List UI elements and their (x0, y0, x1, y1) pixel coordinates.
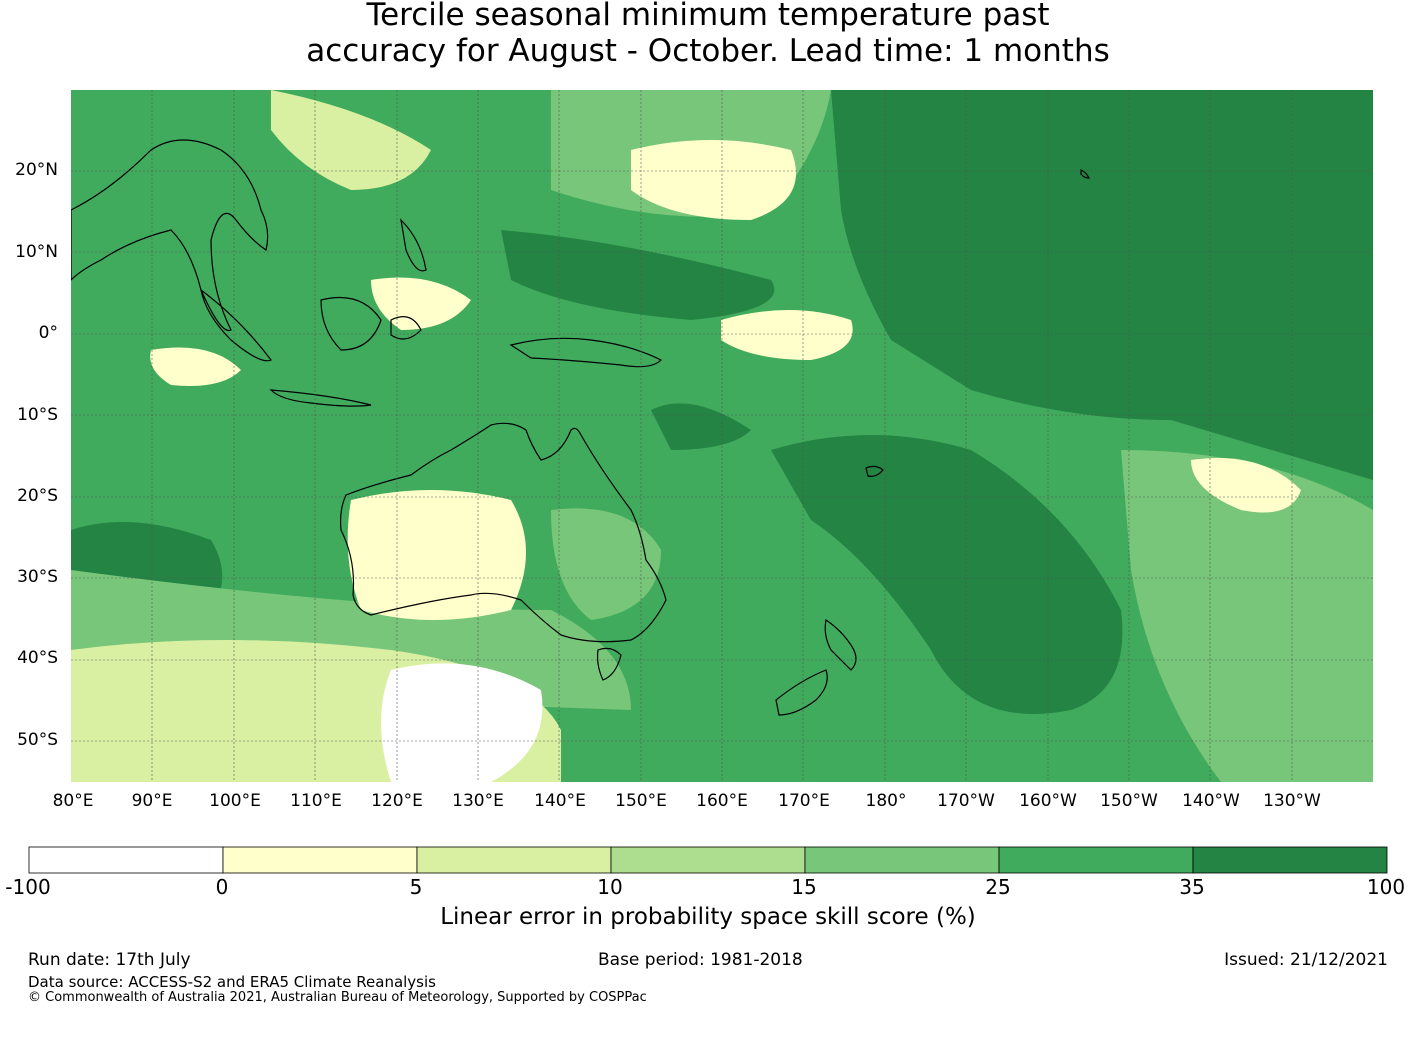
new-zealand-south-island (775, 669, 828, 716)
lat-label: 10°N (15, 242, 58, 262)
low-skill-region-west-australia (347, 490, 526, 620)
low-skill-region-equatorial (721, 310, 853, 360)
lon-label: 140°W (1182, 791, 1240, 811)
map-title-line1: Tercile seasonal minimum temperature pas… (366, 0, 1050, 33)
medium-skill-region-east-australia (551, 508, 661, 620)
colorbar-tick: 100 (1366, 875, 1406, 899)
colorbar (28, 846, 1388, 874)
java-coastline (269, 389, 372, 407)
lat-label: 10°S (17, 405, 58, 425)
lon-label: 120°E (371, 791, 423, 811)
lon-label: 170°E (778, 791, 830, 811)
lon-label: 140°E (534, 791, 586, 811)
data-source: Data source: ACCESS-S2 and ERA5 Climate … (28, 973, 436, 991)
high-skill-region-south-pacific (771, 435, 1123, 714)
fiji-coastline (865, 465, 884, 477)
lon-label: 150°E (615, 791, 667, 811)
lon-label: 80°E (52, 791, 94, 811)
lat-label: 50°S (17, 730, 58, 750)
hawaii-coastline (1080, 169, 1090, 179)
lat-label: 30°S (17, 567, 58, 587)
philippines-coastline (400, 218, 427, 272)
colorbar-tick: 10 (597, 875, 623, 899)
lon-label: 130°W (1263, 791, 1321, 811)
colorbar-tick: 35 (1179, 875, 1205, 899)
lon-label: 180° (865, 791, 907, 811)
negative-skill-region-southern-ocean (381, 663, 543, 782)
colorbar-tick: 5 (409, 875, 423, 899)
new-guinea-coastline (509, 337, 663, 368)
high-skill-region-east (831, 90, 1373, 480)
colorbar-tick: -100 (5, 875, 51, 899)
borneo-coastline (320, 296, 382, 351)
tasmania-coastline (596, 647, 622, 681)
colorbar-cell (998, 846, 1194, 874)
colorbar-cell (610, 846, 806, 874)
colorbar-cell (222, 846, 418, 874)
lon-label: 160°E (696, 791, 748, 811)
lat-label: 20°N (15, 160, 58, 180)
lat-label: 40°S (17, 648, 58, 668)
lat-label: 0° (38, 323, 58, 343)
lon-label: 160°W (1019, 791, 1077, 811)
lon-label: 170°W (937, 791, 995, 811)
colorbar-cell (28, 846, 224, 874)
colorbar-tick: 25 (985, 875, 1011, 899)
issued-date: Issued: 21/12/2021 (1224, 950, 1388, 970)
lon-label: 110°E (290, 791, 342, 811)
colorbar-tick: 0 (215, 875, 229, 899)
lon-label: 100°E (209, 791, 261, 811)
graticule (71, 90, 1373, 782)
base-period: Base period: 1981-2018 (598, 950, 803, 970)
new-zealand-north-island (824, 619, 857, 671)
skill-map (71, 90, 1373, 782)
low-skill-region-south-china-sea (271, 90, 431, 190)
lon-label: 130°E (452, 791, 504, 811)
low-skill-region-north-pacific (631, 140, 796, 220)
colorbar-cell (1192, 846, 1388, 874)
low-skill-region-borneo (371, 277, 471, 330)
lon-label: 90°E (131, 791, 173, 811)
skill-fields (71, 90, 1373, 782)
copyright: © Commonwealth of Australia 2021, Austra… (28, 990, 647, 1005)
lon-label: 150°W (1100, 791, 1158, 811)
coastlines (71, 139, 1090, 716)
southeast-asia-coastline (71, 139, 269, 332)
medium-skill-region-southeast (1121, 450, 1373, 782)
colorbar-cell (804, 846, 1000, 874)
map-title-line2: accuracy for August - October. Lead time… (306, 33, 1110, 69)
colorbar-label: Linear error in probability space skill … (440, 904, 976, 930)
lat-label: 20°S (17, 486, 58, 506)
colorbar-cell (416, 846, 612, 874)
run-date: Run date: 17th July (28, 950, 191, 970)
sulawesi-coastline (390, 316, 422, 340)
low-skill-region-south-central-pacific (1191, 458, 1301, 513)
sumatra-coastline (200, 288, 272, 362)
low-skill-region-west-indonesia (150, 347, 241, 386)
australia-coastline (339, 422, 667, 643)
colorbar-tick: 15 (791, 875, 817, 899)
high-skill-region-north-tropics (501, 230, 775, 320)
